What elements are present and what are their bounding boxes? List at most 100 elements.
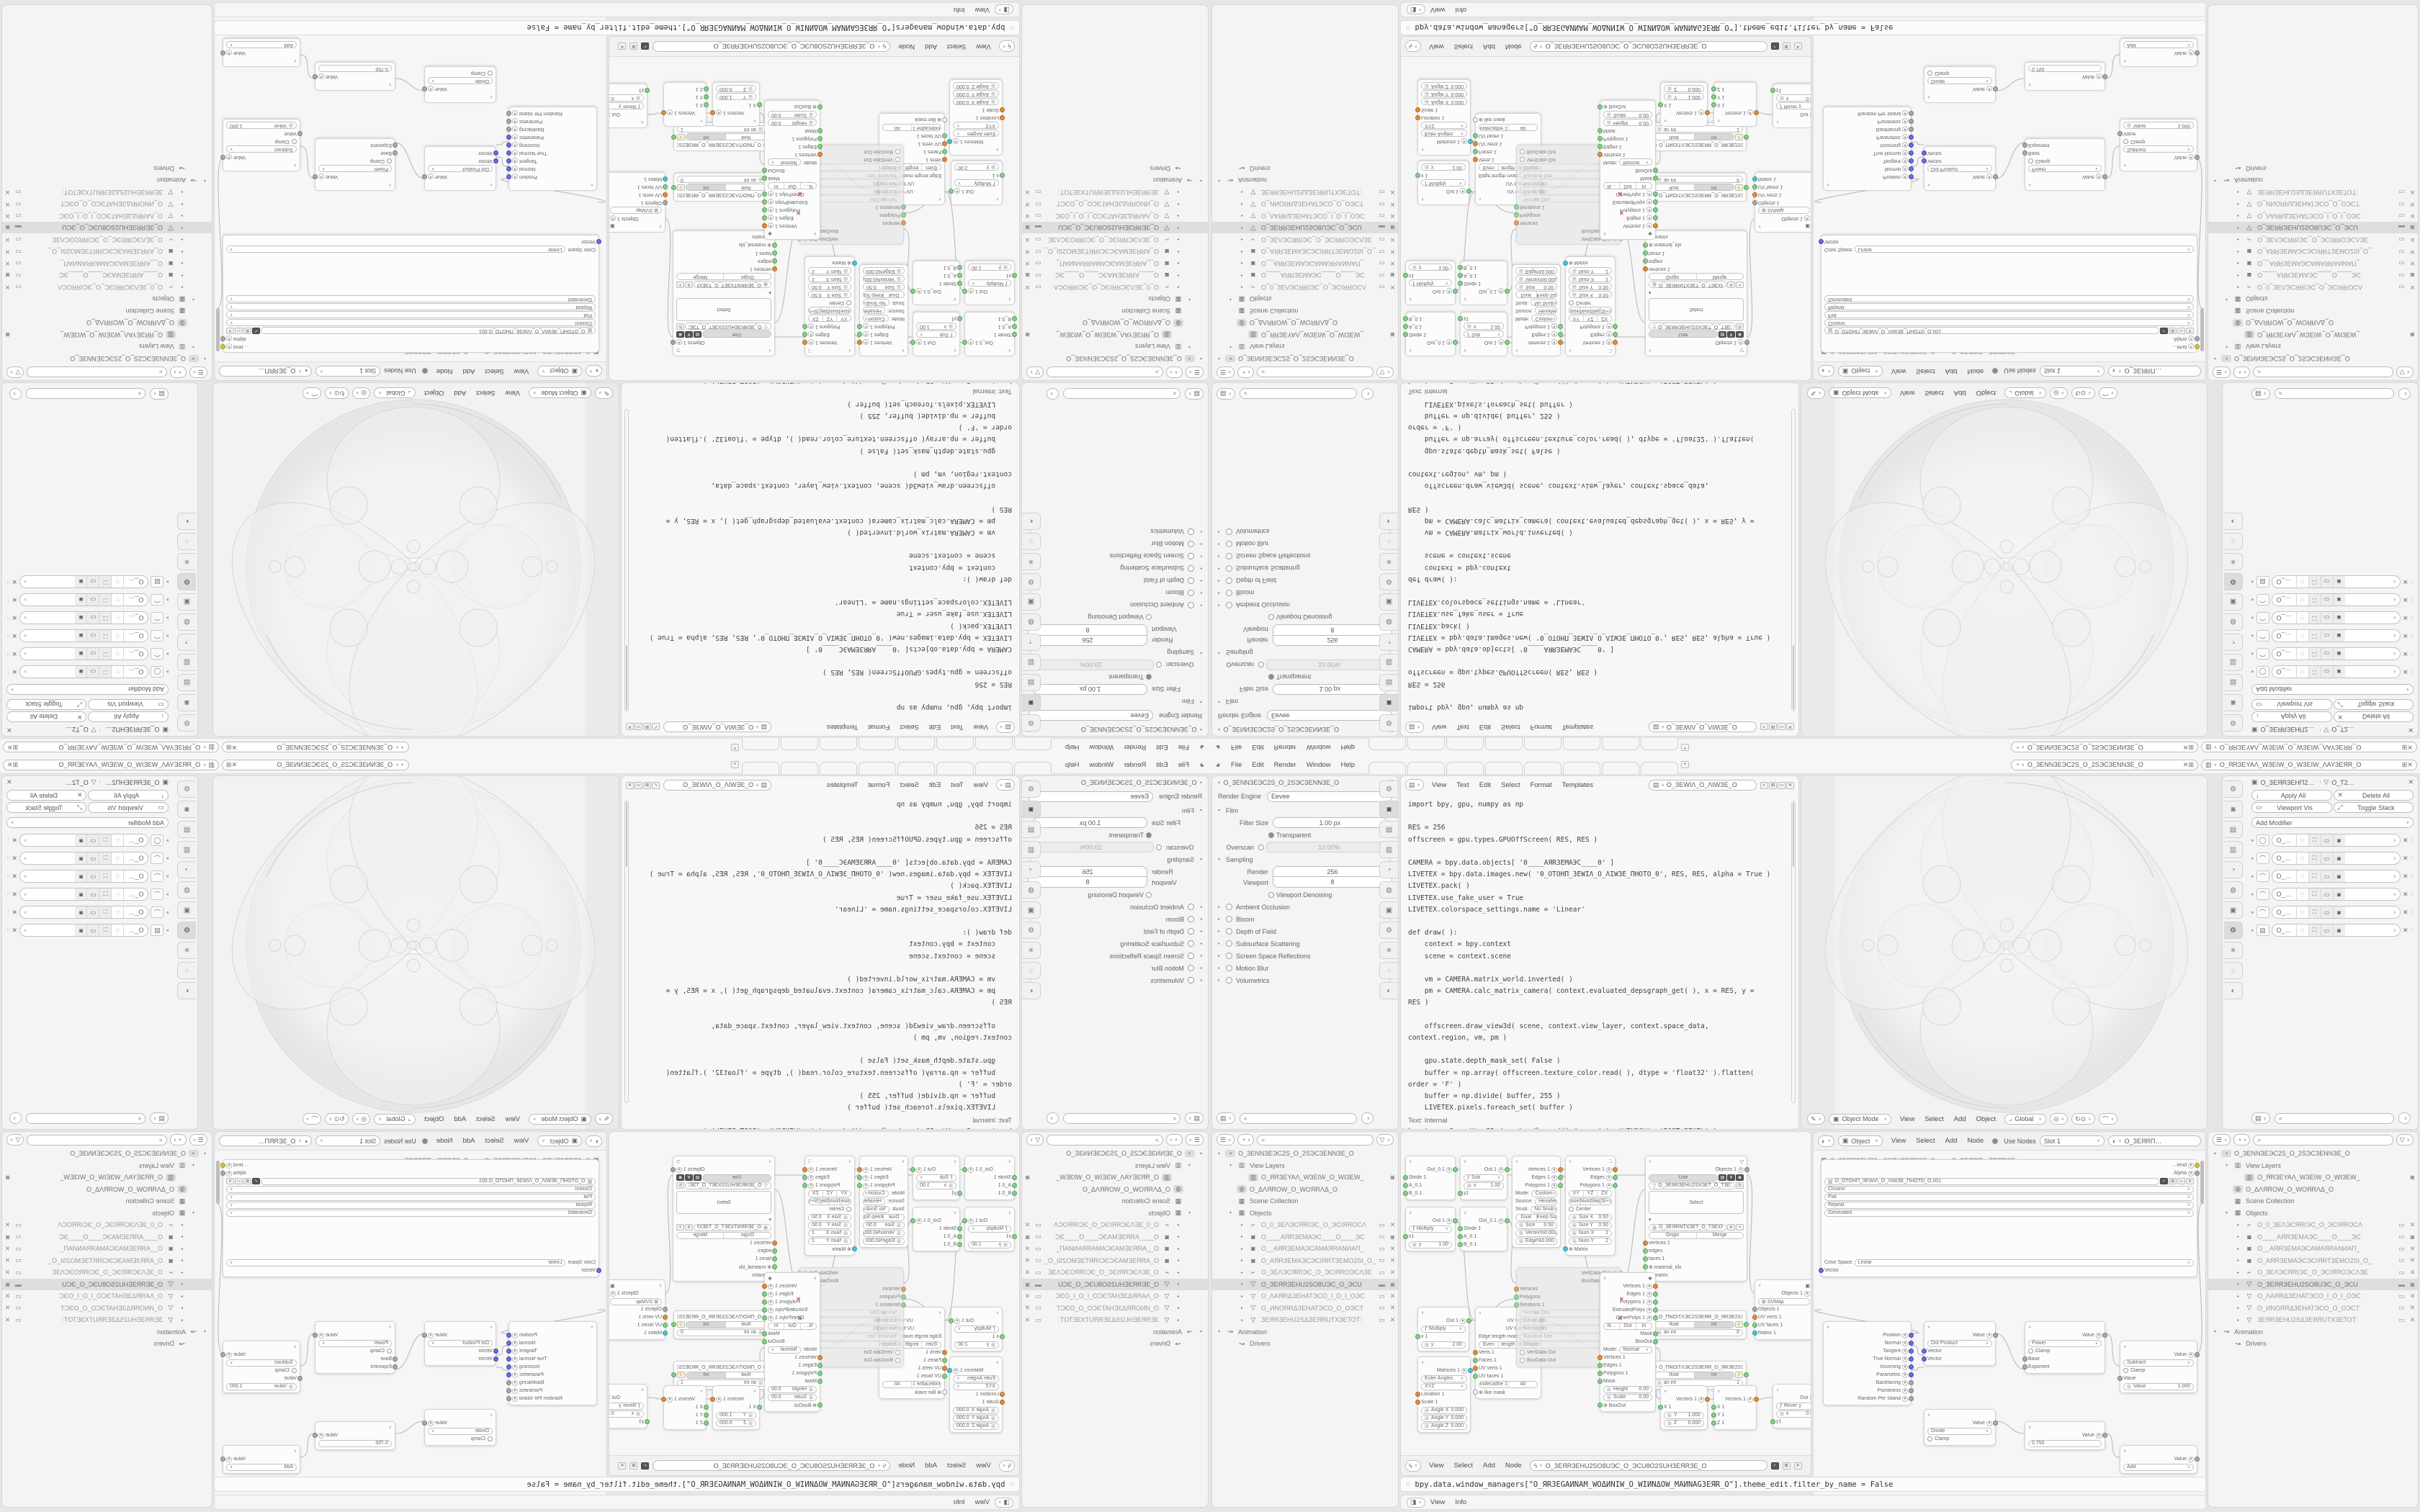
node-socket[interactable]: [1752, 200, 1757, 205]
text-datablock-selector[interactable]: ▤ ∨ O_ЗЕWIΛ_O_ΛIWЗЕ_O: [663, 779, 771, 791]
node-socket[interactable]: [1012, 273, 1017, 278]
shader-menu-item[interactable]: Select: [1916, 1137, 1935, 1145]
properties-tab-icon[interactable]: ◌: [1022, 533, 1041, 550]
transparent-checkbox[interactable]: [1268, 832, 1274, 838]
node-socket[interactable]: [1514, 1287, 1519, 1292]
viewport-vis-button[interactable]: ▭ Viewport Vis: [88, 802, 169, 813]
hide-viewport-icon[interactable]: ▭: [1035, 189, 1041, 197]
cage-toggle[interactable]: ⛶: [2308, 888, 2321, 900]
outliner-scope[interactable]: ◔ ∨: [1165, 366, 1183, 378]
outliner-row[interactable]: ▸ ▽ O_ЗЕЯRЗЕНU2SО8UЭC_O_ЭCU ▬ ◙: [1022, 222, 1208, 234]
editmode-toggle[interactable]: ▽: [2295, 924, 2308, 936]
node-socket[interactable]: [1993, 86, 1998, 91]
new-copy-button[interactable]: ⊞: [629, 42, 638, 50]
node-socket[interactable]: [393, 1364, 398, 1369]
node-field[interactable]: ƒ Multiply ∨: [968, 1225, 1011, 1233]
node-socket[interactable]: [663, 1331, 668, 1336]
node-socket[interactable]: [942, 133, 947, 138]
outliner-row[interactable]: ▸ ▽ O_ЗЕЯRЗЕНU2SО8UЭC_O_ЭCU ▬ ◙: [2, 1278, 212, 1290]
node-editor-menu-item[interactable]: Node: [1505, 42, 1522, 50]
properties-tab-icon[interactable]: ◐: [177, 513, 196, 530]
render-section-row[interactable]: ▸Motion Blur⠿: [1028, 540, 1202, 548]
node-socket[interactable]: [1744, 1167, 1749, 1172]
node-socket[interactable]: [1558, 1167, 1563, 1172]
text-editor-menu-item[interactable]: Text: [951, 780, 964, 789]
outliner-row[interactable]: ▥ O_ЯRЗЕYAΛ_WЗЕIW_O_WIЗЕW_ ◙: [1022, 1171, 1208, 1184]
hide-viewport-icon[interactable]: ▭: [15, 236, 22, 244]
render-section-row[interactable]: ▸Ambient Occlusion⠿: [1218, 601, 1392, 609]
node-socket[interactable]: [942, 141, 947, 146]
hide-render-icon[interactable]: ✕: [1024, 248, 1031, 256]
workspace-tab[interactable]: [897, 738, 935, 751]
hide-viewport-icon[interactable]: ▭: [1379, 1268, 1385, 1276]
node-socket[interactable]: [1403, 1183, 1408, 1188]
toggle-stack-button[interactable]: ⤢ Toggle Stack: [6, 802, 87, 813]
hide-viewport-icon[interactable]: ▭: [15, 1315, 22, 1323]
cage-toggle[interactable]: ⛶: [99, 576, 112, 588]
node-field[interactable]: Add ∨: [226, 1463, 297, 1471]
outliner-display-mode[interactable]: ☰ ∨: [1185, 366, 1204, 378]
node-number-field[interactable]: ⊞ Angle Z 0.000: [953, 82, 999, 90]
node-field[interactable]: Divide ∨: [1927, 1427, 1992, 1435]
node-socket[interactable]: [762, 207, 767, 212]
sampling-render-field[interactable]: 256: [1028, 866, 1147, 877]
node-number-field[interactable]: ⊞ Vertex% 0.000: [863, 1229, 905, 1237]
text-datablock-selector[interactable]: ▤ ∨ O_ЗЕWIΛ_O_ΛIWЗЕ_O: [1649, 721, 1757, 733]
node-socket[interactable]: [1653, 1339, 1658, 1344]
datablock-action-button[interactable]: ✓: [652, 781, 660, 789]
node-socket[interactable]: [802, 332, 807, 337]
node[interactable]: ∨ Out 1 ▼ ƒ Sub ∨ ⊞ x 1.00 y1: [910, 312, 962, 356]
outliner-row[interactable]: ▸ ▽ ЗЕЯRЗЕНU2SΔЗЕЯRUТХЗЕТОТ: ▭ ✕: [2, 186, 212, 199]
properties-tab-icon[interactable]: ◔: [1022, 861, 1041, 878]
viewport-vis-button[interactable]: ▭ Viewport Vis: [88, 699, 169, 710]
properties-editor-type-button[interactable]: ▤ ∨: [1185, 1112, 1204, 1124]
hide-viewport-icon[interactable]: ▭: [1035, 1244, 1041, 1252]
cage-toggle[interactable]: ⛶: [2308, 576, 2321, 588]
hide-viewport-icon[interactable]: ▭: [1379, 1244, 1385, 1252]
node-field[interactable]: ⊞ SVMap: [1758, 207, 1810, 215]
node-socket[interactable]: [942, 157, 947, 162]
realtime-toggle[interactable]: ▭: [2320, 648, 2333, 660]
overscan-checkbox[interactable]: [1156, 662, 1162, 668]
properties-editor-type-button[interactable]: ▤ ∨: [2251, 1112, 2270, 1124]
topbar-menu-item[interactable]: Edit: [1252, 760, 1264, 769]
node-socket[interactable]: [1658, 102, 1663, 107]
realtime-toggle[interactable]: ▭: [2320, 888, 2333, 900]
outliner-row[interactable]: ▦ Scene Collection: [2208, 305, 2418, 318]
viewport-menu-item[interactable]: Add: [1953, 1115, 1966, 1123]
hide-render-icon[interactable]: ◙: [5, 271, 10, 279]
hide-viewport-icon[interactable]: ▭: [1379, 1220, 1385, 1228]
shader-menu-item[interactable]: View: [1891, 1137, 1906, 1145]
workspace-tab[interactable]: [1446, 761, 1484, 774]
outliner-row[interactable]: ▥ O_ЯRЗЕYAΛ_WЗЕIW_O_WIЗЕW_ ◙: [2208, 329, 2418, 341]
node-socket[interactable]: [852, 1246, 857, 1251]
outliner-row[interactable]: ◍ O_ΔΛЯROW_O_WOЯRΛΔ_O: [2208, 1184, 2418, 1196]
viewport-menu-item[interactable]: Object: [1976, 1115, 1996, 1123]
viewport-menu-item[interactable]: Add: [454, 389, 467, 397]
properties-tab-icon[interactable]: ✳: [2224, 942, 2243, 959]
cage-toggle[interactable]: ⛶: [99, 648, 112, 660]
outliner-row[interactable]: ▾ ▥ View Layers: [1229, 343, 1285, 351]
editmode-toggle[interactable]: ▽: [2295, 852, 2308, 864]
node[interactable]: ∨ Value ▼ Subtract ∨ Clamp Value ⊞ Value 1.000: [220, 1341, 302, 1393]
node-socket[interactable]: [762, 1331, 767, 1336]
add-modifier-dropdown[interactable]: Add Modifier ∨: [2251, 817, 2414, 828]
add-workspace-button[interactable]: +: [1681, 761, 1690, 768]
render-engine-dropdown[interactable]: Eevee∨: [1267, 791, 1392, 802]
node-socket[interactable]: [772, 1264, 777, 1269]
python-console[interactable]: ⁙ bpy.data.window_managers["O_ЯRЗЕGAИNAM…: [214, 1477, 1020, 1492]
topbar-menu-item[interactable]: Help: [1065, 743, 1080, 752]
cage-toggle[interactable]: ⛶: [99, 906, 112, 918]
outliner-row[interactable]: ▸ ▽ O_ИNОЯRΔЗЕНАТЭCО_O_ОЭCТ ▭ ✕: [1022, 198, 1208, 210]
hide-render-icon[interactable]: ✕: [2409, 1315, 2416, 1323]
hide-render-icon[interactable]: ✕: [1024, 284, 1031, 292]
outliner-row[interactable]: ▸ ◙ O__AЯRЗЕМАЭCАМАЯRАNИАП_ ▭ ✕: [2208, 258, 2418, 270]
text-editor-type-button[interactable]: ▤ ∨: [1405, 721, 1424, 733]
node-socket[interactable]: [1453, 1218, 1458, 1223]
node-checkbox[interactable]: [1927, 71, 1932, 76]
hide-viewport-icon[interactable]: ▭: [2398, 271, 2405, 279]
node-socket[interactable]: [220, 336, 225, 341]
render-toggle[interactable]: ◙: [75, 906, 88, 918]
